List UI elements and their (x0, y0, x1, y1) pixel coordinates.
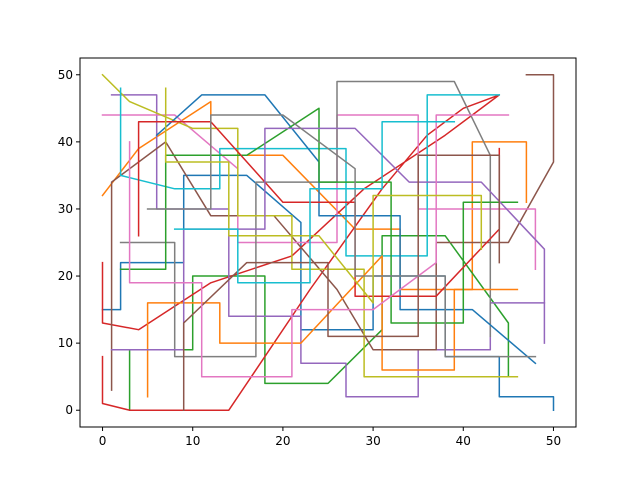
y-axis: 0 10 20 30 40 50 (58, 68, 80, 417)
series-layer (101, 73, 555, 411)
y-tick-label: 50 (58, 68, 73, 82)
x-tick-label: 30 (365, 434, 380, 448)
series-line-10 (119, 87, 501, 257)
x-tick-label: 50 (546, 434, 561, 448)
series-line-13 (119, 107, 519, 324)
axes-frame (79, 57, 577, 428)
series-line-20 (173, 120, 456, 284)
series-line-16 (182, 154, 501, 411)
y-tick-label: 10 (58, 336, 73, 350)
x-tick-label: 0 (99, 434, 107, 448)
y-tick-label: 0 (65, 403, 73, 417)
x-axis: 0 10 20 30 40 50 (99, 427, 561, 448)
x-tick-label: 40 (456, 434, 471, 448)
series-line-8 (119, 80, 492, 358)
series-line-11 (155, 94, 537, 365)
x-tick-label: 20 (275, 434, 290, 448)
series-line-2 (101, 100, 528, 291)
series-line-18 (146, 114, 537, 358)
y-tick-label: 30 (58, 202, 73, 216)
y-tick-label: 40 (58, 135, 73, 149)
series-line-3 (128, 235, 510, 411)
y-tick-label: 20 (58, 269, 73, 283)
x-tick-label: 10 (185, 434, 200, 448)
series-line-15 (110, 127, 546, 351)
series-line-19 (164, 87, 483, 304)
series-line-17 (128, 114, 510, 378)
